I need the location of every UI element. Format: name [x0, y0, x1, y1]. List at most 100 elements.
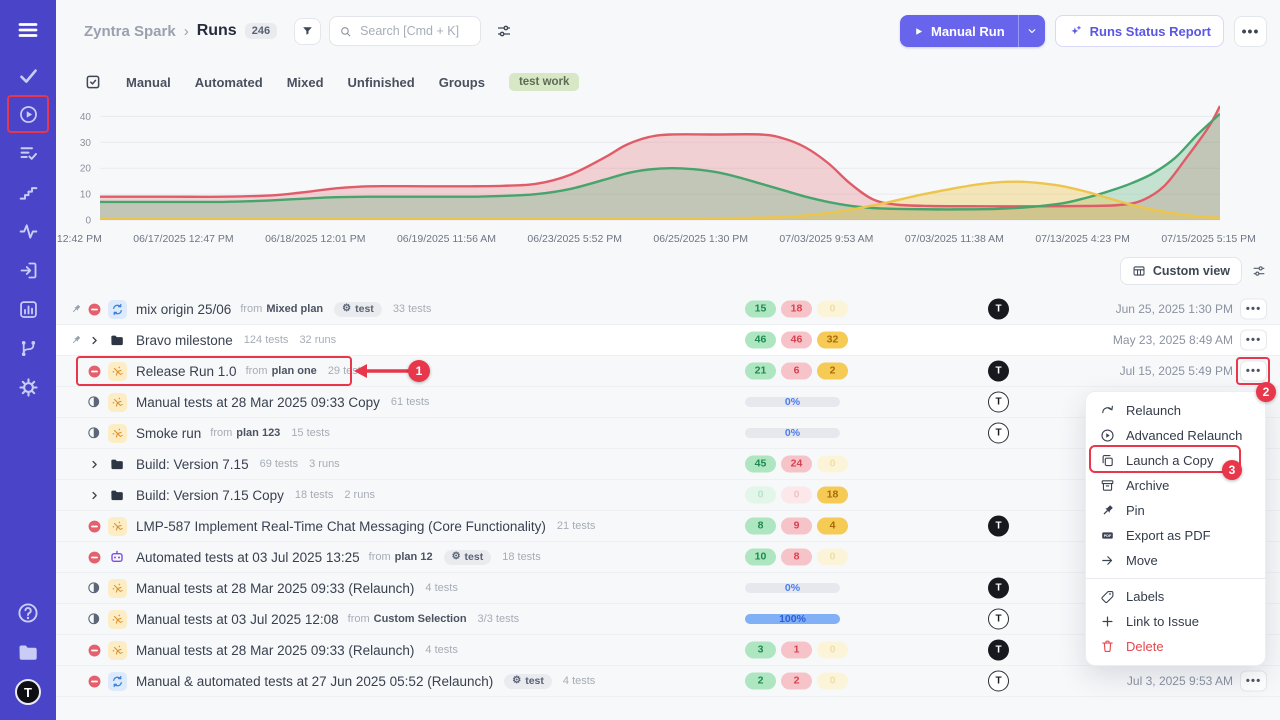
sidebar-item-settings[interactable]: [0, 368, 56, 407]
sidebar-item-results[interactable]: [0, 56, 56, 95]
sparkles-icon: [1071, 25, 1081, 34]
run-title[interactable]: Manual tests at 28 Mar 2025 09:33 (Relau…: [136, 642, 415, 658]
pdf-icon: PDF: [1100, 528, 1115, 543]
view-settings-icon[interactable]: [1251, 263, 1267, 279]
custom-view-label: Custom view: [1152, 264, 1230, 278]
menu-icon[interactable]: [16, 18, 40, 42]
run-title[interactable]: Manual & automated tests at 27 Jun 2025 …: [136, 673, 494, 689]
menu-item-delete[interactable]: Delete: [1086, 634, 1265, 659]
run-title[interactable]: LMP-587 Implement Real-Time Chat Messagi…: [136, 518, 546, 534]
header-more-button[interactable]: •••: [1234, 15, 1267, 47]
run-title[interactable]: Build: Version 7.15: [136, 456, 249, 472]
user-avatar[interactable]: T: [15, 679, 41, 705]
manual-run-button[interactable]: Manual Run: [899, 15, 1045, 47]
run-title[interactable]: Release Run 1.0: [136, 363, 237, 379]
run-row[interactable]: Smoke run from plan 123 15 tests 0% T: [56, 418, 1280, 449]
search-settings-icon[interactable]: [495, 22, 513, 40]
sidebar-help-button[interactable]: [16, 601, 40, 625]
run-row[interactable]: LMP-587 Implement Real-Time Chat Messagi…: [56, 511, 1280, 542]
runs-view-icon[interactable]: [84, 73, 102, 91]
run-row[interactable]: Build: Version 7.15 Copy 18 tests 2 runs 0 0…: [56, 480, 1280, 511]
row-more-button[interactable]: •••: [1240, 360, 1267, 382]
run-title[interactable]: Bravo milestone: [136, 332, 233, 348]
run-label-chip[interactable]: ⚙ test: [504, 673, 552, 689]
run-title[interactable]: Automated tests at 03 Jul 2025 13:25: [136, 549, 360, 565]
row-more-button[interactable]: •••: [1240, 298, 1267, 320]
run-title[interactable]: Build: Version 7.15 Copy: [136, 487, 284, 503]
tab-automated[interactable]: Automated: [194, 74, 263, 90]
tab-groups[interactable]: Groups: [438, 74, 485, 90]
search-field[interactable]: [358, 23, 472, 39]
run-row[interactable]: Release Run 1.0 from plan one 29 tests 21 6 2 T…: [56, 356, 1280, 387]
assignee-avatar: T: [988, 608, 1009, 630]
run-source-plan[interactable]: plan one: [271, 365, 317, 377]
run-title[interactable]: Manual tests at 28 Mar 2025 09:33 (Relau…: [136, 580, 415, 596]
assignee-avatar: T: [988, 577, 1009, 599]
menu-item-advanced-relaunch[interactable]: Advanced Relaunch: [1086, 423, 1265, 448]
run-label-chip[interactable]: ⚙ test: [443, 549, 492, 565]
runs-tabs: Manual Automated Mixed Unfinished Groups test…: [56, 66, 580, 98]
run-source-plan[interactable]: plan 12: [394, 551, 433, 563]
sidebar-item-import[interactable]: [0, 251, 56, 290]
sidebar-item-analytics[interactable]: [0, 290, 56, 329]
skipped-count-badge: 0: [817, 300, 848, 318]
sidebar-item-pulse[interactable]: [0, 212, 56, 251]
run-row[interactable]: mix origin 25/06 from Mixed plan ⚙ test 33 te…: [56, 294, 1280, 325]
run-runs-count: 32 runs: [299, 334, 337, 346]
run-row[interactable]: Automated tests at 03 Jul 2025 13:25 from…: [56, 542, 1280, 573]
custom-view-button[interactable]: Custom view: [1119, 257, 1242, 285]
menu-item-launch-a-copy[interactable]: Launch a Copy: [1086, 448, 1265, 473]
run-title[interactable]: Manual tests at 28 Mar 2025 09:33 Copy: [136, 394, 380, 410]
expand-chevron-icon[interactable]: [84, 335, 104, 346]
run-date: May 23, 2025 8:49 AM: [1112, 333, 1233, 347]
menu-item-archive[interactable]: Archive: [1086, 473, 1265, 498]
run-title[interactable]: Smoke run: [136, 425, 202, 441]
run-label-chip[interactable]: ⚙ test: [334, 301, 382, 317]
copy-icon: [1100, 453, 1115, 468]
run-title[interactable]: Manual tests at 03 Jul 2025 12:08: [136, 611, 339, 627]
tab-unfinished[interactable]: Unfinished: [347, 74, 415, 90]
breadcrumb-project[interactable]: Zyntra Spark: [84, 22, 176, 40]
filter-button[interactable]: [294, 17, 322, 45]
row-more-button[interactable]: •••: [1240, 670, 1267, 692]
sidebar-item-branches[interactable]: [0, 329, 56, 368]
row-more-button[interactable]: •••: [1240, 329, 1267, 351]
pin-icon[interactable]: [68, 303, 84, 315]
run-row-content: Manual tests at 28 Mar 2025 09:33 (Relau…: [68, 635, 458, 665]
expand-chevron-icon[interactable]: [84, 490, 104, 501]
runs-status-report-button[interactable]: Runs Status Report: [1054, 15, 1224, 47]
run-source-plan[interactable]: Mixed plan: [266, 303, 324, 315]
tab-manual[interactable]: Manual: [126, 74, 171, 90]
menu-item-link-to-issue[interactable]: Link to Issue: [1086, 609, 1265, 634]
run-row[interactable]: Manual tests at 28 Mar 2025 09:33 (Relau…: [56, 635, 1280, 666]
run-source-plan[interactable]: Custom Selection: [373, 613, 467, 625]
menu-item-pin[interactable]: Pin: [1086, 498, 1265, 523]
run-row[interactable]: Build: Version 7.15 69 tests 3 runs 45 24 0: [56, 449, 1280, 480]
page-title: Runs: [196, 22, 237, 39]
tab-mixed[interactable]: Mixed: [286, 74, 324, 90]
run-row[interactable]: Bravo milestone 124 tests 32 runs 46 46 32 May…: [56, 325, 1280, 356]
run-source-plan[interactable]: plan 123: [236, 427, 281, 439]
sidebar-item-steps[interactable]: [0, 173, 56, 212]
pin-icon[interactable]: [68, 334, 84, 346]
run-row[interactable]: Manual tests at 28 Mar 2025 09:33 Copy 61…: [56, 387, 1280, 418]
run-row[interactable]: Manual tests at 03 Jul 2025 12:08 from Cus…: [56, 604, 1280, 635]
menu-item-export-as-pdf[interactable]: PDF Export as PDF: [1086, 523, 1265, 548]
branch-icon: [18, 338, 39, 359]
run-row[interactable]: Manual tests at 28 Mar 2025 09:33 (Relau…: [56, 573, 1280, 604]
menu-item-relaunch[interactable]: Relaunch: [1086, 398, 1265, 423]
sidebar-docs-button[interactable]: [16, 640, 40, 664]
menu-item-move[interactable]: Move: [1086, 548, 1265, 573]
active-filter-tag[interactable]: test work: [508, 73, 580, 91]
search-input[interactable]: [329, 16, 482, 46]
sidebar-item-runs[interactable]: [0, 95, 56, 134]
sidebar-item-suites[interactable]: [0, 134, 56, 173]
menu-item-labels[interactable]: Labels: [1086, 584, 1265, 609]
list-check-icon: [18, 143, 39, 164]
gear-icon: ⚙: [342, 303, 352, 314]
run-row[interactable]: Manual & automated tests at 27 Jun 2025 …: [56, 666, 1280, 697]
run-result-counts: 10 8 0: [745, 548, 853, 566]
run-title[interactable]: mix origin 25/06: [136, 301, 232, 317]
expand-chevron-icon[interactable]: [84, 459, 104, 470]
manual-run-dropdown[interactable]: [1017, 15, 1045, 47]
